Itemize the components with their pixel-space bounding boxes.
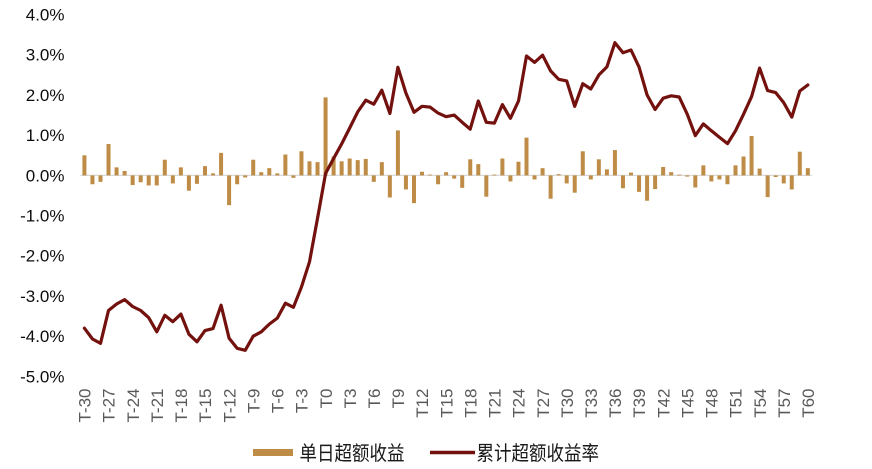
svg-text:1.0%: 1.0%	[26, 126, 65, 145]
svg-text:T39: T39	[630, 389, 649, 418]
svg-text:T48: T48	[703, 389, 722, 418]
svg-text:T57: T57	[775, 389, 794, 418]
svg-text:-2.0%: -2.0%	[20, 247, 64, 266]
svg-text:2.0%: 2.0%	[26, 86, 65, 105]
svg-text:T36: T36	[606, 389, 625, 418]
svg-text:-1.0%: -1.0%	[20, 207, 64, 226]
svg-text:T-3: T-3	[293, 389, 312, 414]
svg-text:T-24: T-24	[124, 389, 143, 423]
svg-text:T15: T15	[437, 389, 456, 418]
svg-text:3.0%: 3.0%	[26, 46, 65, 65]
svg-text:-4.0%: -4.0%	[20, 327, 64, 346]
svg-text:T-15: T-15	[196, 389, 215, 423]
svg-text:T-27: T-27	[100, 389, 119, 423]
svg-text:T-6: T-6	[269, 389, 288, 414]
svg-text:T60: T60	[799, 389, 818, 418]
svg-text:0.0%: 0.0%	[26, 166, 65, 185]
svg-text:T-18: T-18	[172, 389, 191, 423]
svg-text:T33: T33	[582, 389, 601, 418]
svg-text:T45: T45	[679, 389, 698, 418]
svg-text:-5.0%: -5.0%	[20, 367, 64, 386]
svg-text:T18: T18	[461, 389, 480, 418]
svg-text:T51: T51	[727, 389, 746, 418]
svg-text:T-9: T-9	[244, 389, 263, 414]
svg-text:T21: T21	[486, 389, 505, 418]
svg-text:T30: T30	[558, 389, 577, 418]
svg-text:T-12: T-12	[220, 389, 239, 423]
svg-text:T42: T42	[654, 389, 673, 418]
svg-text:T-21: T-21	[148, 389, 167, 423]
svg-text:T3: T3	[341, 389, 360, 409]
svg-text:T0: T0	[317, 389, 336, 409]
svg-text:T9: T9	[389, 389, 408, 409]
svg-text:T54: T54	[751, 389, 770, 418]
svg-text:T6: T6	[365, 389, 384, 409]
svg-text:T27: T27	[534, 389, 553, 418]
svg-text:T24: T24	[510, 389, 529, 418]
svg-text:T-30: T-30	[76, 389, 95, 423]
svg-text:4.0%: 4.0%	[26, 6, 65, 25]
svg-text:-3.0%: -3.0%	[20, 287, 64, 306]
svg-text:T12: T12	[413, 389, 432, 418]
